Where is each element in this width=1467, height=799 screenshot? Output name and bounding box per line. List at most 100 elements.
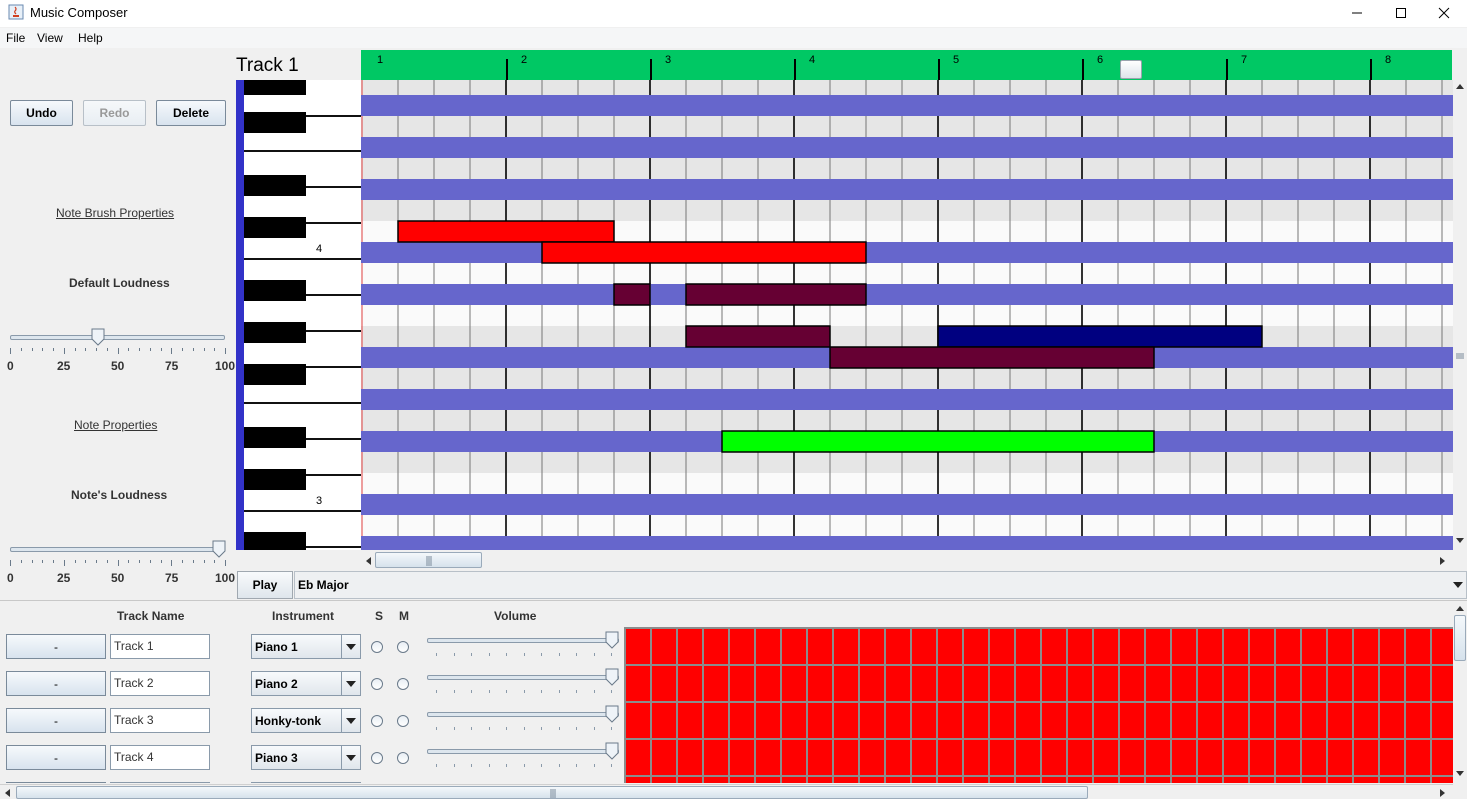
black-key[interactable] bbox=[244, 322, 306, 343]
black-key-row[interactable] bbox=[361, 389, 1453, 410]
scroll-thumb[interactable] bbox=[16, 786, 1088, 799]
playhead-handle[interactable] bbox=[1119, 60, 1142, 79]
roll-row[interactable] bbox=[361, 452, 1453, 473]
instrument-select[interactable]: Piano 2 bbox=[251, 671, 361, 696]
note-block[interactable] bbox=[613, 283, 651, 306]
note-block[interactable] bbox=[937, 325, 1263, 348]
track-remove-button[interactable]: - bbox=[6, 634, 106, 659]
scroll-down-icon[interactable] bbox=[1455, 770, 1465, 778]
black-key[interactable] bbox=[244, 175, 306, 196]
instrument-select[interactable]: Honky-tonk bbox=[251, 708, 361, 733]
volume-slider[interactable] bbox=[427, 712, 619, 717]
roll-row[interactable] bbox=[361, 305, 1453, 326]
dropdown-arrow[interactable] bbox=[341, 635, 360, 658]
roll-row[interactable] bbox=[361, 368, 1453, 389]
piano-roll-grid[interactable] bbox=[361, 80, 1453, 550]
note-block[interactable] bbox=[541, 241, 867, 264]
dropdown-arrow[interactable] bbox=[341, 746, 360, 769]
undo-button[interactable]: Undo bbox=[10, 100, 73, 126]
black-key[interactable] bbox=[244, 532, 306, 550]
black-key-row[interactable] bbox=[361, 95, 1453, 116]
solo-radio[interactable] bbox=[371, 641, 383, 653]
dropdown-arrow[interactable] bbox=[341, 709, 360, 732]
volume-thumb[interactable] bbox=[605, 668, 619, 686]
note-loudness-slider[interactable] bbox=[10, 540, 226, 580]
black-key[interactable] bbox=[244, 80, 306, 95]
roll-row[interactable] bbox=[361, 263, 1453, 284]
black-key[interactable] bbox=[244, 427, 306, 448]
volume-thumb[interactable] bbox=[605, 705, 619, 723]
black-key-row[interactable] bbox=[361, 242, 1453, 263]
mute-radio[interactable] bbox=[397, 678, 409, 690]
black-key-row[interactable] bbox=[361, 179, 1453, 200]
play-button[interactable]: Play bbox=[237, 571, 293, 599]
track-name-input[interactable]: Track 4 bbox=[110, 745, 210, 770]
maximize-button[interactable] bbox=[1378, 0, 1424, 26]
roll-row[interactable] bbox=[361, 473, 1453, 494]
track-remove-button[interactable]: - bbox=[6, 708, 106, 733]
roll-row[interactable] bbox=[361, 515, 1453, 536]
scroll-thumb[interactable] bbox=[1454, 615, 1466, 661]
roll-row[interactable] bbox=[361, 80, 1453, 95]
instrument-select[interactable]: Piano 3 bbox=[251, 745, 361, 770]
roll-row[interactable] bbox=[361, 116, 1453, 137]
track-name-input[interactable]: Track 3 bbox=[110, 708, 210, 733]
track-remove-button[interactable]: - bbox=[6, 745, 106, 770]
redo-button[interactable]: Redo bbox=[83, 100, 146, 126]
track-pattern-canvas[interactable] bbox=[624, 627, 1453, 783]
instrument-select[interactable]: Piano 1 bbox=[251, 634, 361, 659]
volume-thumb[interactable] bbox=[605, 742, 619, 760]
slider-thumb[interactable] bbox=[212, 540, 226, 558]
dropdown-arrow[interactable] bbox=[341, 672, 360, 695]
note-block[interactable] bbox=[685, 283, 867, 306]
track-remove-button[interactable]: - bbox=[6, 671, 106, 696]
note-block[interactable] bbox=[829, 346, 1155, 369]
black-key[interactable] bbox=[244, 364, 306, 385]
piano-keyboard[interactable]: 4 3 bbox=[244, 80, 361, 550]
black-key[interactable] bbox=[244, 469, 306, 490]
solo-radio[interactable] bbox=[371, 752, 383, 764]
menu-file[interactable]: File bbox=[6, 31, 26, 45]
slider-thumb[interactable] bbox=[91, 328, 105, 346]
roll-row[interactable] bbox=[361, 158, 1453, 179]
mute-radio[interactable] bbox=[397, 752, 409, 764]
scroll-left-icon[interactable] bbox=[3, 788, 11, 798]
scroll-left-icon[interactable] bbox=[364, 556, 372, 566]
scroll-right-icon[interactable] bbox=[1439, 556, 1447, 566]
track-table-horizontal-scrollbar[interactable] bbox=[0, 784, 1453, 799]
scroll-down-icon[interactable] bbox=[1455, 537, 1465, 545]
roll-horizontal-scrollbar[interactable] bbox=[361, 551, 1453, 569]
scroll-thumb[interactable] bbox=[375, 552, 482, 568]
track-table-vertical-scrollbar[interactable] bbox=[1453, 601, 1467, 783]
black-key-row[interactable] bbox=[361, 494, 1453, 515]
roll-row[interactable] bbox=[361, 326, 1453, 347]
roll-vertical-scrollbar[interactable] bbox=[1453, 80, 1467, 549]
volume-slider[interactable] bbox=[427, 675, 619, 680]
timeline-ruler[interactable]: 1 2 3 4 5 6 7 8 bbox=[361, 50, 1452, 80]
solo-radio[interactable] bbox=[371, 715, 383, 727]
minimize-button[interactable] bbox=[1334, 0, 1380, 26]
roll-row[interactable] bbox=[361, 200, 1453, 221]
black-key[interactable] bbox=[244, 280, 306, 301]
volume-thumb[interactable] bbox=[605, 631, 619, 649]
black-key-row[interactable] bbox=[361, 536, 1453, 550]
volume-slider[interactable] bbox=[427, 638, 619, 643]
track-name-input[interactable]: Track 2 bbox=[110, 671, 210, 696]
roll-row[interactable] bbox=[361, 221, 1453, 242]
black-key[interactable] bbox=[244, 112, 306, 133]
mute-radio[interactable] bbox=[397, 641, 409, 653]
menu-help[interactable]: Help bbox=[78, 31, 103, 45]
black-key[interactable] bbox=[244, 217, 306, 238]
scroll-right-icon[interactable] bbox=[1439, 788, 1447, 798]
roll-row[interactable] bbox=[361, 410, 1453, 431]
note-block[interactable] bbox=[397, 220, 615, 243]
note-block[interactable] bbox=[685, 325, 831, 348]
solo-radio[interactable] bbox=[371, 678, 383, 690]
scroll-up-icon[interactable] bbox=[1455, 604, 1465, 612]
default-loudness-slider[interactable] bbox=[10, 328, 226, 368]
track-pattern-grid[interactable] bbox=[624, 627, 1453, 783]
close-button[interactable] bbox=[1421, 0, 1467, 26]
black-key-row[interactable] bbox=[361, 137, 1453, 158]
black-key-row[interactable] bbox=[361, 284, 1453, 305]
delete-button[interactable]: Delete bbox=[156, 100, 226, 126]
